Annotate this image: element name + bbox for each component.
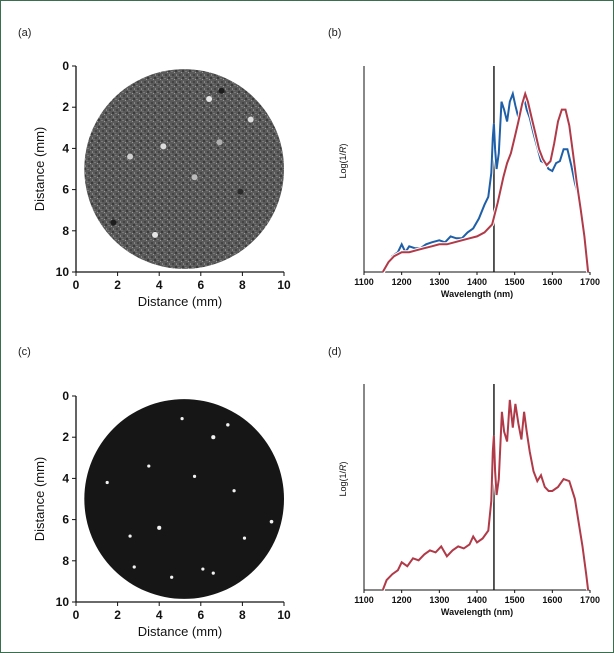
y-tick-label-8: 8	[62, 224, 69, 238]
bright-spot-4	[132, 565, 136, 569]
speckle-7	[237, 188, 244, 195]
speckle-8	[110, 219, 117, 226]
x-tick-label-1300: 1300	[429, 595, 449, 605]
x-tick-label-6: 6	[197, 278, 204, 292]
bright-spot-5	[211, 571, 215, 575]
speckle-3	[160, 143, 167, 150]
y-tick-label-2: 2	[62, 430, 69, 444]
x-tick-label-0: 0	[73, 278, 80, 292]
x-tick-label-1300: 1300	[429, 277, 449, 287]
panel-b-spectrum: 1100 1200 1300 1400 1500 1600 1700 Wavelength (…	[338, 66, 600, 299]
x-tick-label-1700: 1700	[580, 595, 600, 605]
panel-label-a: (a)	[18, 27, 31, 39]
y-tick-label-2: 2	[62, 100, 69, 114]
speckle-1	[218, 87, 225, 94]
x-tick-label-1100: 1100	[354, 595, 374, 605]
bright-spot-0	[211, 435, 216, 440]
bright-spot-14	[201, 567, 205, 571]
x-tick-label-4: 4	[156, 278, 163, 292]
x-axis-title: Distance (mm)	[138, 624, 223, 639]
x-axis-title: Wavelength (nm)	[441, 289, 513, 299]
panel-label-c: (c)	[18, 346, 31, 358]
speckle-6	[152, 231, 159, 238]
y-tick-label-10: 10	[56, 265, 70, 279]
sample-disc	[84, 399, 284, 599]
x-tick-label-1600: 1600	[542, 595, 562, 605]
x-tick-label-2: 2	[114, 278, 121, 292]
bright-spot-11	[232, 489, 236, 493]
series-halo-0	[380, 399, 591, 591]
bright-spot-3	[269, 519, 274, 524]
y-axis-title: Distance (mm)	[32, 457, 47, 542]
y-axis-title: Log(1/R)	[338, 143, 348, 178]
panel-label-b: (b)	[328, 27, 341, 39]
bright-spot-2	[157, 525, 162, 530]
sample-disc	[84, 69, 284, 269]
y-axis-title: Distance (mm)	[32, 127, 47, 212]
bright-spot-7	[147, 464, 151, 468]
y-tick-label-10: 10	[56, 595, 70, 609]
speckle-4	[127, 153, 134, 160]
y-tick-label-6: 6	[62, 513, 69, 527]
y-tick-label-0: 0	[62, 389, 69, 403]
x-tick-label-0: 0	[73, 608, 80, 622]
y-tick-label-6: 6	[62, 183, 69, 197]
x-tick-label-10: 10	[277, 278, 291, 292]
y-tick-label-4: 4	[62, 471, 69, 485]
x-tick-label-8: 8	[239, 608, 246, 622]
bright-spot-8	[192, 474, 197, 478]
series-line-1	[381, 90, 590, 273]
x-tick-label-1100: 1100	[354, 277, 374, 287]
x-tick-label-4: 4	[156, 608, 163, 622]
x-axis-title: Wavelength (nm)	[441, 607, 513, 617]
x-tick-label-1400: 1400	[467, 595, 487, 605]
panel-label-d: (d)	[328, 346, 341, 358]
y-axis-title: Log(1/R)	[338, 461, 348, 496]
y-tick-label-0: 0	[62, 59, 69, 73]
x-tick-label-1200: 1200	[392, 595, 412, 605]
x-tick-label-1200: 1200	[392, 277, 412, 287]
x-tick-label-8: 8	[239, 278, 246, 292]
bright-spot-1	[226, 423, 230, 427]
bright-spot-10	[180, 417, 184, 421]
x-tick-label-1700: 1700	[580, 277, 600, 287]
x-tick-label-10: 10	[277, 608, 291, 622]
speckle-2	[247, 116, 254, 123]
series-line-0	[381, 90, 590, 273]
bright-spot-6	[105, 480, 109, 485]
panel-d-spectrum: 1100 1200 1300 1400 1500 1600 1700 Wavelength (…	[338, 384, 600, 617]
x-axis-title: Distance (mm)	[138, 294, 223, 309]
series-line-0	[381, 399, 590, 591]
x-tick-label-1500: 1500	[505, 277, 525, 287]
x-tick-label-2: 2	[114, 608, 121, 622]
x-tick-label-1600: 1600	[542, 277, 562, 287]
bright-spot-9	[242, 536, 247, 540]
speckle-5	[191, 174, 198, 181]
bright-spot-12	[170, 575, 174, 579]
x-tick-label-1400: 1400	[467, 277, 487, 287]
y-tick-label-8: 8	[62, 554, 69, 568]
x-tick-label-6: 6	[197, 608, 204, 622]
x-tick-label-1500: 1500	[505, 595, 525, 605]
speckle-9	[216, 139, 223, 146]
bright-spot-13	[128, 534, 132, 538]
y-tick-label-4: 4	[62, 141, 69, 155]
speckle-0	[206, 95, 213, 102]
